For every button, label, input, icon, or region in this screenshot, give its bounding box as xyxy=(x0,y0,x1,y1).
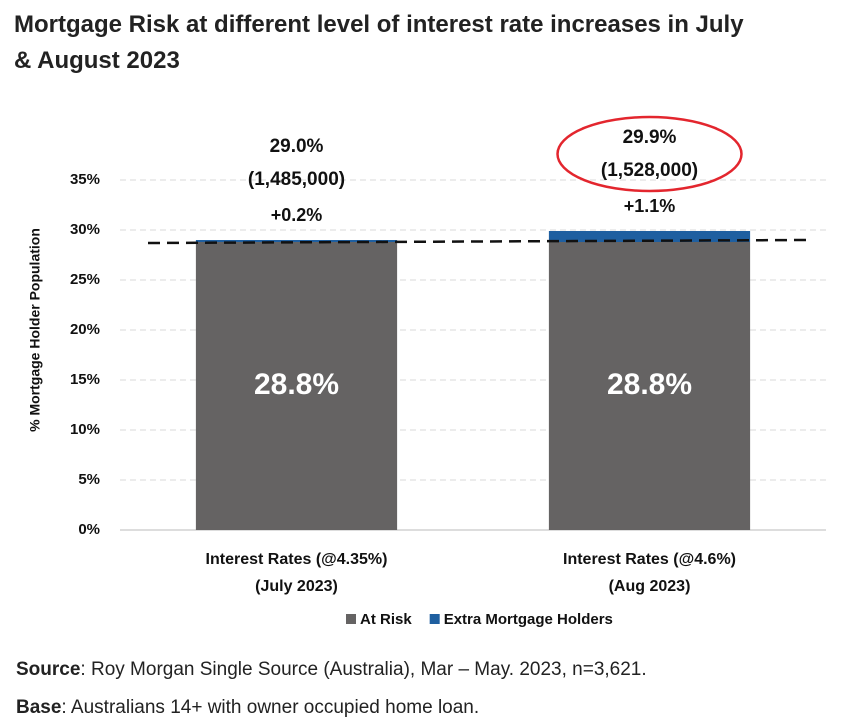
reference-line xyxy=(147,238,807,245)
total-annotation: 29.0% xyxy=(270,136,324,157)
total-annotation: (1,528,000) xyxy=(601,160,698,181)
footnote-label: Base xyxy=(16,697,61,718)
footnote-text: : Roy Morgan Single Source (Australia), … xyxy=(80,659,646,680)
chart-title: & August 2023 xyxy=(14,47,180,74)
y-tick-label: 30% xyxy=(70,221,100,238)
bar-segment xyxy=(548,242,751,530)
footnote-label: Source xyxy=(16,659,80,680)
value-label: +1.1% xyxy=(624,196,676,216)
legend-label: At Risk xyxy=(360,611,412,628)
footnote: Source: Roy Morgan Single Source (Austra… xyxy=(16,659,647,680)
value-label: 28.8% xyxy=(607,368,692,401)
y-tick-label: 10% xyxy=(70,421,100,438)
y-tick-label: 35% xyxy=(70,171,100,188)
total-annotation: (1,485,000) xyxy=(248,169,345,190)
y-tick-label: 5% xyxy=(78,471,100,488)
x-tick-label: (July 2023) xyxy=(255,578,338,595)
legend-swatch xyxy=(346,614,356,624)
value-label: +0.2% xyxy=(271,205,323,225)
legend-label: Extra Mortgage Holders xyxy=(444,611,613,628)
footnote: Base: Australians 14+ with owner occupie… xyxy=(16,697,479,718)
x-tick-label: (Aug 2023) xyxy=(609,578,691,595)
chart-title: Mortgage Risk at different level of inte… xyxy=(14,11,744,38)
bar-segment xyxy=(195,240,398,242)
footnote-text: : Australians 14+ with owner occupied ho… xyxy=(61,697,479,718)
bar-segment xyxy=(548,231,751,242)
y-tick-label: 20% xyxy=(70,321,100,338)
y-tick-label: 15% xyxy=(70,371,100,388)
legend-swatch xyxy=(429,614,440,624)
x-tick-label: Interest Rates (@4.35%) xyxy=(206,551,388,568)
x-tick-label: Interest Rates (@4.6%) xyxy=(563,551,736,568)
y-tick-label: 25% xyxy=(70,271,100,288)
y-tick-label: 0% xyxy=(78,521,100,538)
value-label: 28.8% xyxy=(254,368,339,401)
total-annotation: 29.9% xyxy=(623,127,677,148)
y-axis-label: % Mortgage Holder Population xyxy=(27,228,43,432)
highlight-ellipse xyxy=(556,115,743,193)
bar-segment xyxy=(195,242,398,530)
